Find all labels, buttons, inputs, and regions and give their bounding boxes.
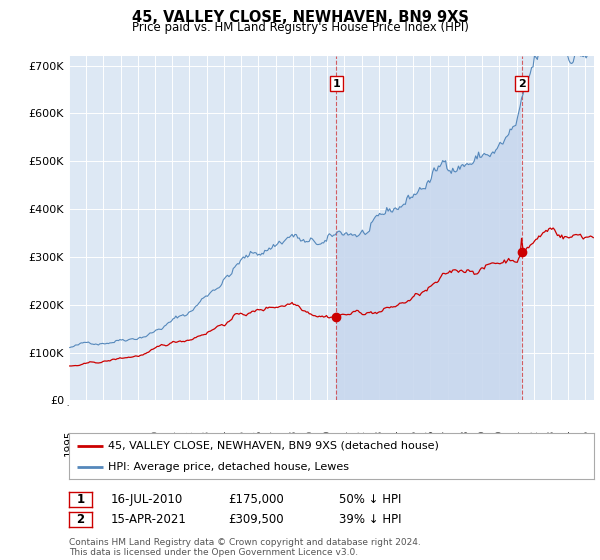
Text: 45, VALLEY CLOSE, NEWHAVEN, BN9 9XS: 45, VALLEY CLOSE, NEWHAVEN, BN9 9XS [131, 10, 469, 25]
Text: 50% ↓ HPI: 50% ↓ HPI [339, 493, 401, 506]
Text: 39% ↓ HPI: 39% ↓ HPI [339, 513, 401, 526]
Text: 2: 2 [76, 513, 85, 526]
Text: 45, VALLEY CLOSE, NEWHAVEN, BN9 9XS (detached house): 45, VALLEY CLOSE, NEWHAVEN, BN9 9XS (det… [109, 441, 439, 451]
Text: Contains HM Land Registry data © Crown copyright and database right 2024.
This d: Contains HM Land Registry data © Crown c… [69, 538, 421, 557]
Text: 1: 1 [332, 78, 340, 88]
Text: £175,000: £175,000 [228, 493, 284, 506]
Text: 15-APR-2021: 15-APR-2021 [111, 513, 187, 526]
Text: 2: 2 [518, 78, 526, 88]
Text: 16-JUL-2010: 16-JUL-2010 [111, 493, 183, 506]
Text: HPI: Average price, detached house, Lewes: HPI: Average price, detached house, Lewe… [109, 463, 349, 472]
Text: 1: 1 [76, 493, 85, 506]
Text: £309,500: £309,500 [228, 513, 284, 526]
Text: Price paid vs. HM Land Registry's House Price Index (HPI): Price paid vs. HM Land Registry's House … [131, 21, 469, 34]
